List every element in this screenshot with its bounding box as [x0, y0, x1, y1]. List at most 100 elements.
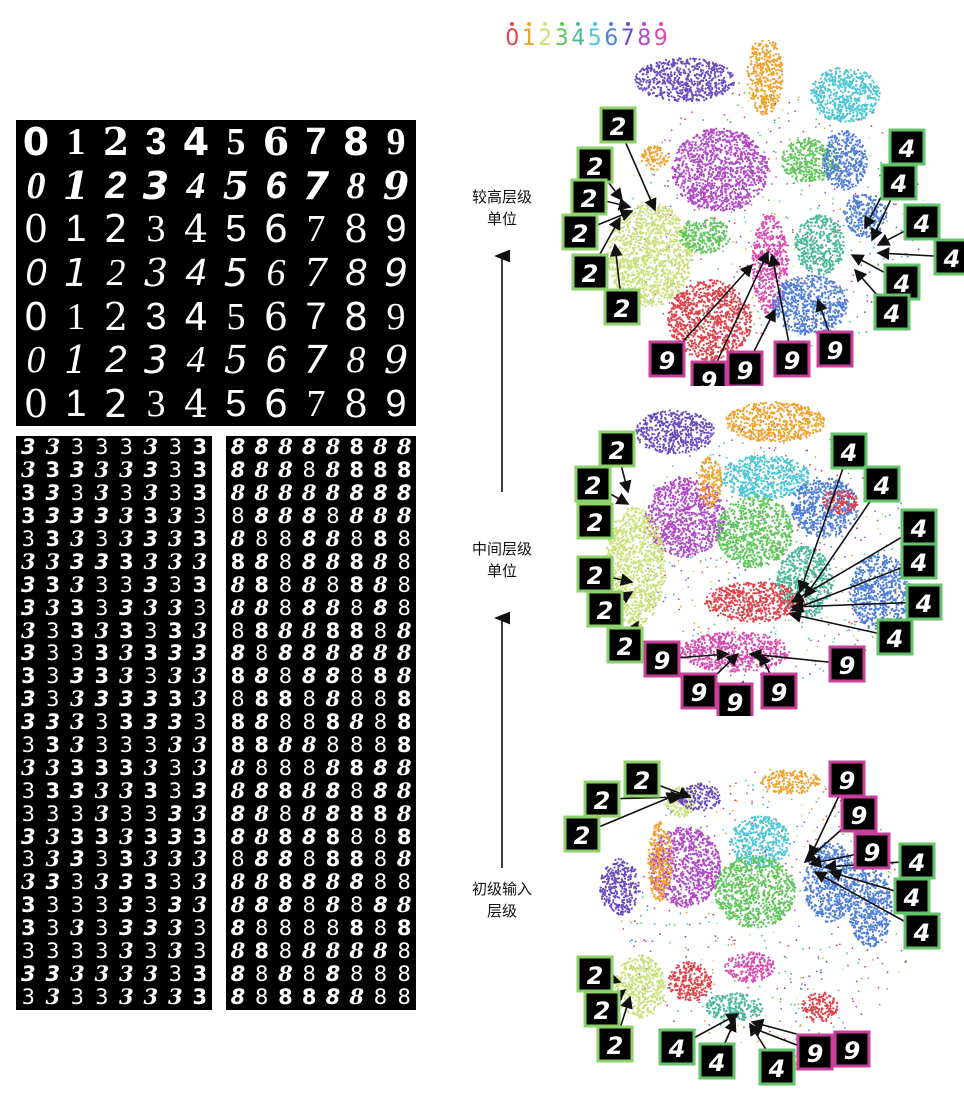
digit-cell: 3	[90, 505, 113, 527]
tsne-point	[791, 167, 794, 170]
tsne-point	[848, 132, 851, 135]
tsne-point	[680, 184, 683, 187]
tsne-point	[762, 50, 765, 53]
digit-cell: 3	[139, 574, 162, 596]
digit-cell: 8	[393, 894, 416, 916]
tsne-point	[698, 58, 701, 61]
tsne-point	[771, 64, 774, 67]
tsne-point	[685, 96, 688, 99]
tsne-point	[676, 78, 680, 82]
tsne-point	[798, 151, 802, 154]
tsne-point	[749, 56, 752, 59]
tsne-point	[815, 86, 818, 89]
tsne-point	[842, 80, 845, 83]
tsne-point	[700, 68, 703, 71]
digit-cell: 3	[17, 619, 40, 642]
tsne-point	[709, 149, 713, 152]
tsne-point	[685, 99, 688, 102]
tsne-point	[801, 146, 804, 149]
tsne-point	[719, 67, 722, 70]
digit-cell: 6	[256, 384, 296, 424]
tsne-point	[757, 67, 760, 70]
tsne-point	[824, 191, 827, 194]
tsne-point	[867, 88, 870, 92]
tsne-point	[837, 184, 840, 187]
tsne-point	[833, 105, 836, 108]
tsne-point	[691, 185, 694, 188]
digit-cell: 3	[17, 574, 40, 596]
tsne-point	[700, 329, 703, 331]
tsne-point	[750, 96, 753, 100]
tsne-point	[784, 157, 787, 160]
digit-cell: 3	[66, 665, 89, 687]
tsne-point	[856, 316, 859, 318]
tsne-point	[824, 78, 827, 81]
legend-dot	[510, 22, 515, 26]
tsne-point	[660, 152, 664, 155]
tsne-point	[613, 274, 616, 277]
tsne-point	[865, 165, 868, 168]
tsne-point	[659, 154, 662, 158]
digit-cell: 8	[393, 940, 416, 962]
digit-cell: 2	[96, 166, 136, 206]
tsne-point	[684, 166, 687, 169]
tsne-point	[877, 264, 880, 267]
tsne-point	[748, 188, 751, 191]
tsne-point	[634, 207, 637, 211]
tsne-point	[845, 134, 848, 137]
tsne-point	[775, 69, 778, 72]
tsne-point	[818, 152, 821, 155]
tsne-point	[701, 163, 704, 166]
tsne-point	[692, 136, 695, 140]
tsne-point	[698, 74, 701, 77]
tsne-point	[856, 112, 859, 115]
digit-cell: 8	[298, 711, 321, 733]
digit-cell: 8	[336, 253, 376, 293]
tsne-point	[872, 90, 875, 93]
tsne-point	[617, 224, 621, 227]
tsne-point	[872, 86, 875, 89]
tsne-point	[685, 59, 688, 62]
tsne-point	[757, 131, 760, 134]
tsne-point	[691, 111, 693, 114]
tsne-point	[756, 179, 759, 182]
tsne-point	[696, 177, 699, 180]
digit-cell: 3	[115, 574, 138, 596]
tsne-point	[717, 82, 720, 85]
digit-cell: 3	[136, 122, 176, 162]
legend-label: 3	[555, 27, 569, 51]
tsne-point	[824, 89, 827, 92]
tsne-point	[706, 180, 709, 183]
tsne-point	[708, 160, 711, 163]
tsne-point	[840, 144, 843, 147]
tsne-point	[777, 81, 780, 84]
digit-cell: 3	[164, 985, 187, 1008]
tsne-point	[765, 62, 768, 65]
tsne-point	[797, 154, 801, 157]
tsne-point	[814, 172, 817, 175]
tsne-point	[872, 81, 875, 84]
tsne-point	[871, 97, 874, 100]
tsne-point	[674, 176, 677, 179]
tsne-point	[746, 66, 749, 69]
tsne-point	[713, 72, 716, 75]
tsne-point	[847, 130, 850, 133]
tsne-point	[814, 147, 817, 150]
tsne-point	[829, 124, 831, 127]
tsne-point	[834, 140, 837, 143]
tsne-point	[746, 136, 749, 139]
tsne-point	[796, 161, 799, 164]
digit-cell: 8	[226, 482, 249, 504]
tsne-point	[747, 73, 751, 76]
digit-cell: 8	[345, 688, 368, 710]
tsne-point	[655, 78, 658, 81]
digit-cell: 8	[250, 665, 273, 687]
tsne-point	[753, 150, 756, 153]
tsne-point	[747, 194, 751, 197]
digit-cell: 8	[226, 963, 249, 985]
tsne-point	[701, 89, 704, 92]
tsne-point	[777, 77, 780, 80]
digit-cell: 8	[298, 757, 321, 779]
tsne-point	[865, 112, 868, 115]
